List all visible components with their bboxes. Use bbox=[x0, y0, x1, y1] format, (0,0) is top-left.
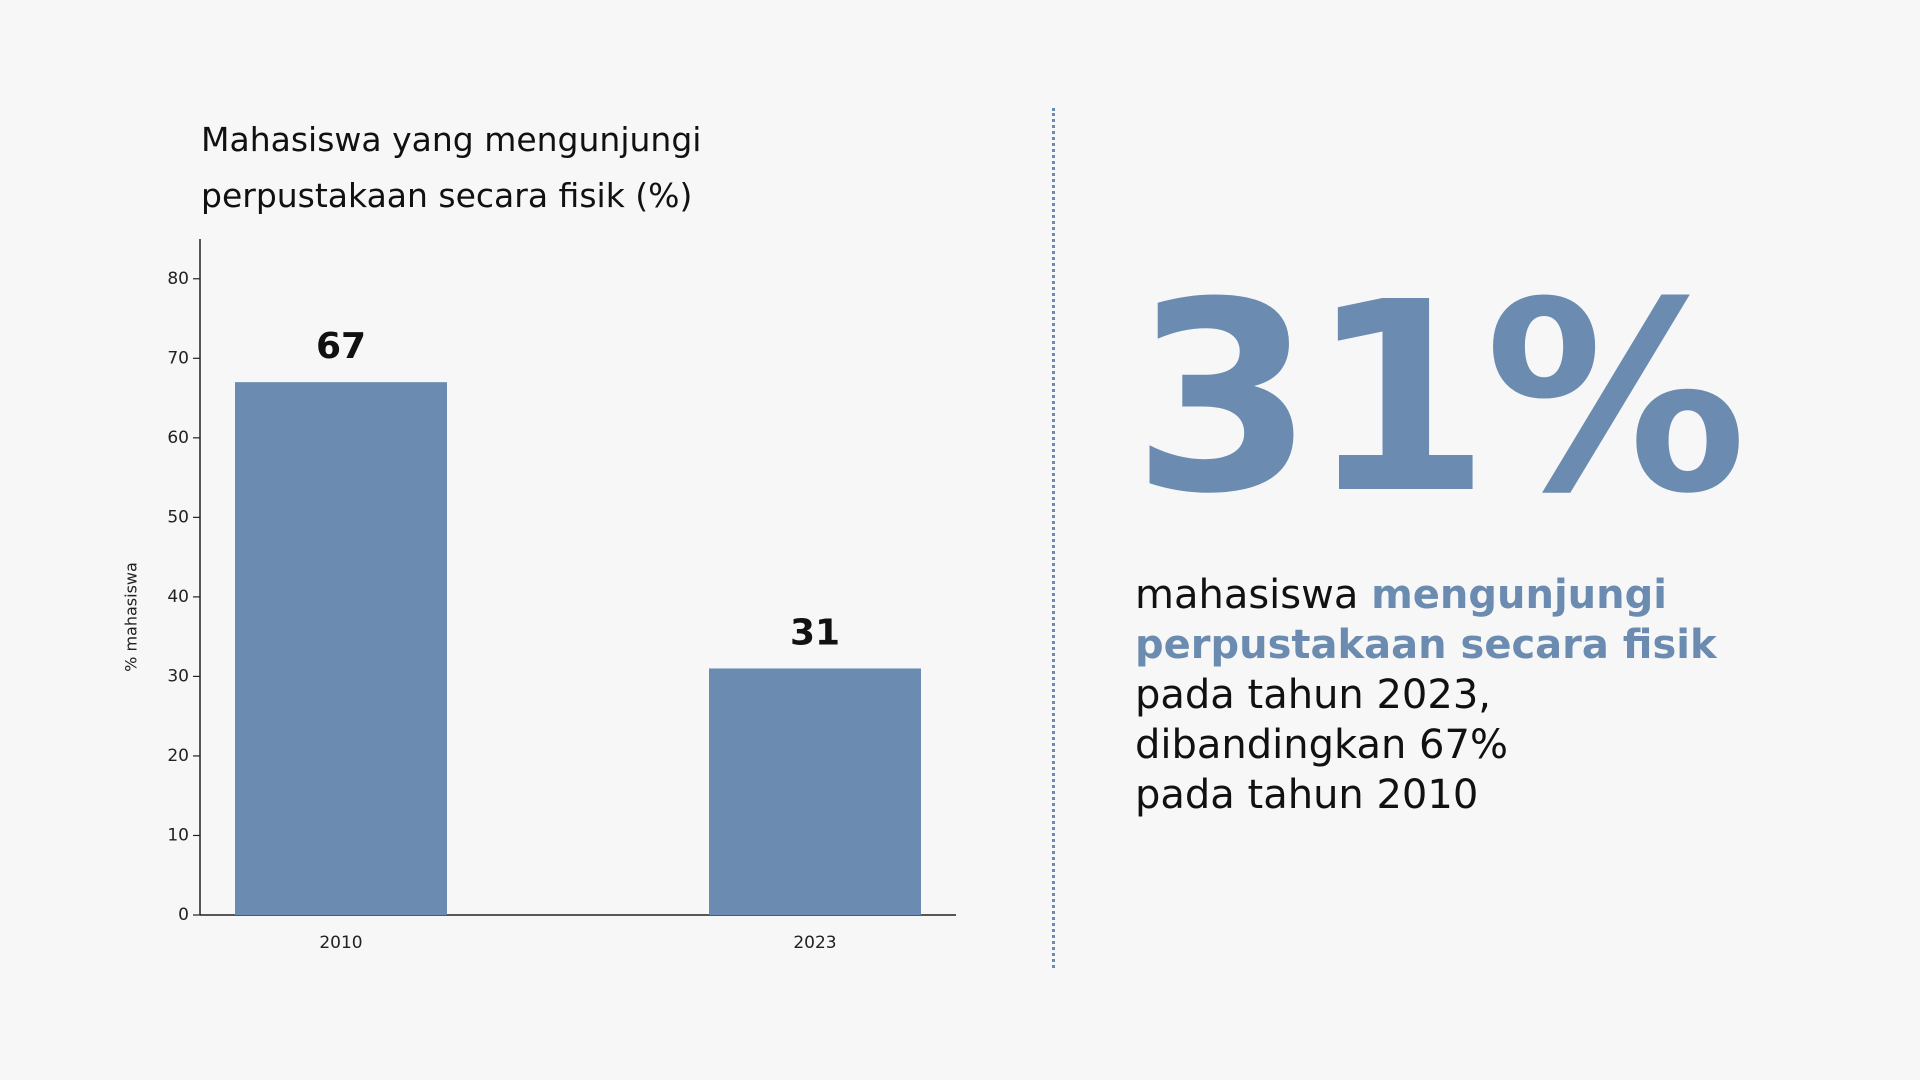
chart-title: Mahasiswa yang mengunjungi perpustakaan … bbox=[201, 120, 702, 215]
y-tick-label: 50 bbox=[167, 507, 189, 527]
bar bbox=[235, 382, 447, 915]
y-tick-label: 60 bbox=[167, 428, 189, 448]
data-label: 31 bbox=[790, 612, 840, 653]
y-tick-label: 10 bbox=[167, 825, 189, 845]
summary-first: mahasiswa mengunjungi perpustakaan secar… bbox=[1135, 570, 1735, 670]
summary: mahasiswa mengunjungi perpustakaan secar… bbox=[1135, 570, 1735, 820]
summary-line: dibandingkan 67% bbox=[1135, 722, 1508, 768]
x-tick-label: 2010 bbox=[319, 933, 362, 953]
y-tick-label: 20 bbox=[167, 746, 189, 766]
chart: % mahasiswa 0 10 20 30 40 50 60 70 80 2010 67 2023 31 bbox=[122, 239, 956, 953]
y-tick-label: 0 bbox=[178, 905, 189, 925]
summary-lead: mahasiswa bbox=[1135, 572, 1359, 618]
data-label: 67 bbox=[316, 326, 366, 367]
summary-line: pada tahun 2023, bbox=[1135, 672, 1491, 718]
summary-emphasis: mengunjungi perpustakaan secara fisik bbox=[1135, 572, 1717, 668]
x-tick-label: 2023 bbox=[793, 933, 836, 953]
summary-line: pada tahun 2010 bbox=[1135, 772, 1479, 818]
headline: 31% bbox=[1132, 246, 1747, 551]
divider bbox=[1052, 108, 1055, 968]
y-tick-label: 70 bbox=[167, 348, 189, 368]
y-tick-label: 80 bbox=[167, 269, 189, 289]
bar bbox=[709, 668, 921, 915]
y-tick-label: 40 bbox=[167, 587, 189, 607]
y-axis-label: % mahasiswa bbox=[122, 562, 141, 672]
y-tick-label: 30 bbox=[167, 666, 189, 686]
